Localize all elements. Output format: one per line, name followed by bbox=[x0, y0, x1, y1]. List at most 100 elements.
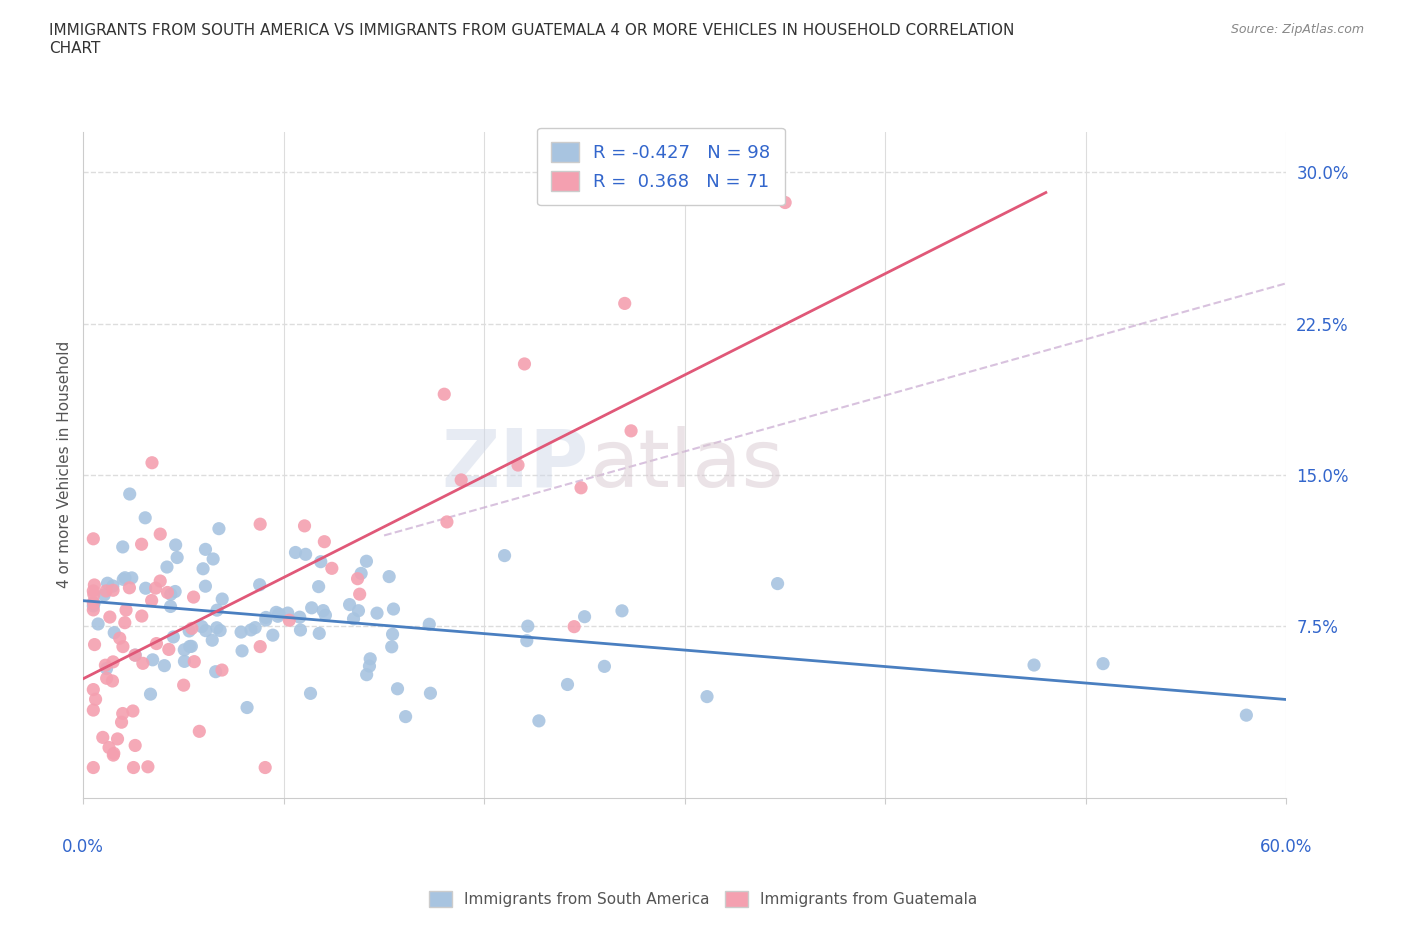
Point bbox=[93, 588, 115, 603]
Point bbox=[183, 590, 205, 604]
Point bbox=[114, 616, 136, 631]
Point bbox=[569, 481, 592, 496]
Point bbox=[108, 631, 131, 645]
Point bbox=[205, 603, 228, 618]
Point bbox=[165, 538, 187, 552]
Point bbox=[101, 578, 124, 593]
Point bbox=[249, 517, 271, 532]
Y-axis label: 4 or more Vehicles in Household: 4 or more Vehicles in Household bbox=[58, 341, 72, 589]
Point bbox=[118, 580, 141, 595]
Point bbox=[98, 609, 121, 624]
Point bbox=[294, 518, 316, 533]
Point bbox=[290, 622, 312, 637]
Point bbox=[312, 604, 335, 618]
Point bbox=[513, 356, 536, 371]
Point bbox=[135, 581, 157, 596]
Point bbox=[112, 572, 135, 587]
Point bbox=[82, 682, 104, 697]
Point bbox=[157, 642, 180, 657]
Point bbox=[356, 553, 378, 568]
Point bbox=[111, 539, 134, 554]
Point bbox=[159, 599, 181, 614]
Point bbox=[240, 622, 263, 637]
Point bbox=[321, 561, 343, 576]
Point bbox=[202, 551, 225, 566]
Point bbox=[131, 608, 153, 623]
Point bbox=[132, 656, 155, 671]
Point bbox=[1092, 657, 1115, 671]
Point bbox=[82, 760, 104, 775]
Point bbox=[156, 585, 179, 600]
Point bbox=[314, 534, 336, 549]
Legend: R = -0.427   N = 98, R =  0.368   N = 71: R = -0.427 N = 98, R = 0.368 N = 71 bbox=[537, 127, 785, 206]
Point bbox=[308, 579, 330, 594]
Point bbox=[419, 685, 441, 700]
Point bbox=[236, 700, 259, 715]
Point bbox=[91, 730, 114, 745]
Point bbox=[359, 658, 381, 673]
Point bbox=[82, 703, 104, 718]
Point bbox=[83, 587, 105, 602]
Point bbox=[269, 606, 291, 621]
Point bbox=[211, 662, 233, 677]
Point bbox=[139, 686, 162, 701]
Point bbox=[101, 673, 124, 688]
Point bbox=[118, 486, 141, 501]
Point bbox=[87, 617, 110, 631]
Point bbox=[1234, 708, 1257, 723]
Point bbox=[346, 571, 368, 586]
Point bbox=[96, 671, 118, 685]
Point bbox=[82, 595, 104, 610]
Point bbox=[574, 609, 596, 624]
Point bbox=[141, 456, 163, 471]
Point bbox=[194, 623, 217, 638]
Point bbox=[347, 604, 370, 618]
Point bbox=[308, 626, 330, 641]
Point bbox=[82, 599, 104, 614]
Point bbox=[557, 677, 579, 692]
Point bbox=[516, 618, 538, 633]
Point bbox=[382, 602, 405, 617]
Point bbox=[124, 738, 146, 753]
Point bbox=[394, 710, 416, 724]
Point bbox=[436, 514, 458, 529]
Point bbox=[366, 605, 388, 620]
Point bbox=[254, 613, 277, 628]
Point bbox=[342, 611, 364, 626]
Point bbox=[277, 605, 299, 620]
Point bbox=[94, 658, 117, 672]
Point bbox=[83, 596, 105, 611]
Point bbox=[278, 613, 301, 628]
Point bbox=[134, 511, 156, 525]
Point bbox=[145, 580, 167, 595]
Point bbox=[593, 659, 616, 674]
Point bbox=[136, 760, 159, 775]
Point bbox=[204, 664, 226, 679]
Point bbox=[194, 542, 217, 557]
Point bbox=[191, 619, 214, 634]
Point bbox=[101, 655, 124, 670]
Point bbox=[179, 623, 201, 638]
Point bbox=[506, 458, 529, 472]
Point bbox=[314, 607, 336, 622]
Point bbox=[173, 643, 195, 658]
Point bbox=[153, 658, 176, 673]
Point bbox=[229, 625, 252, 640]
Point bbox=[94, 583, 117, 598]
Point bbox=[201, 632, 224, 647]
Text: 60.0%: 60.0% bbox=[1260, 838, 1313, 857]
Point bbox=[349, 587, 371, 602]
Point bbox=[103, 746, 125, 761]
Point bbox=[162, 630, 184, 644]
Point bbox=[183, 654, 205, 669]
Point bbox=[98, 740, 121, 755]
Text: IMMIGRANTS FROM SOUTH AMERICA VS IMMIGRANTS FROM GUATEMALA 4 OR MORE VEHICLES IN: IMMIGRANTS FROM SOUTH AMERICA VS IMMIGRA… bbox=[49, 23, 1015, 56]
Point bbox=[267, 609, 290, 624]
Point bbox=[114, 570, 136, 585]
Point bbox=[301, 601, 323, 616]
Point bbox=[124, 647, 146, 662]
Point bbox=[209, 623, 232, 638]
Legend: Immigrants from South America, Immigrants from Guatemala: Immigrants from South America, Immigrant… bbox=[423, 884, 983, 913]
Point bbox=[145, 636, 167, 651]
Point bbox=[610, 604, 633, 618]
